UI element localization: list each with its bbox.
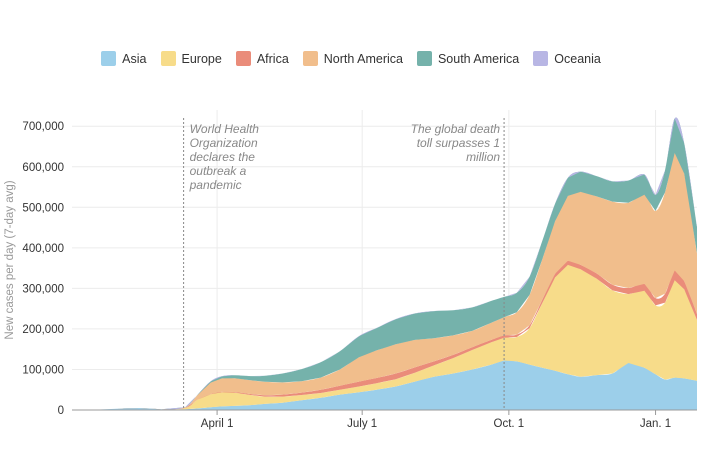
y-tick-label: 300,000 — [22, 283, 64, 295]
x-tick-label: Oct. 1 — [494, 418, 525, 430]
x-tick-label: July 1 — [347, 418, 377, 430]
annotation-text: outbreak a — [190, 164, 247, 178]
y-tick-label: 700,000 — [22, 121, 64, 133]
area-europe — [72, 264, 697, 410]
y-tick-label: 200,000 — [22, 324, 64, 336]
x-tick-label: Jan. 1 — [640, 418, 671, 430]
axes: 0 100,000 200,000 300,000 400,000 500,000 600,… — [22, 121, 697, 430]
area-asia — [72, 360, 697, 410]
legend-swatch — [160, 51, 176, 66]
y-tick-label: 0 — [58, 405, 64, 417]
areas — [72, 117, 697, 411]
legend-label: Asia — [122, 51, 147, 66]
annotation-text: toll surpasses 1 — [417, 136, 500, 150]
area-north-america — [72, 152, 697, 411]
annotation-text: declares the — [190, 150, 256, 164]
legend-swatch — [533, 51, 549, 66]
annotation-text: Organization — [190, 136, 258, 150]
legend-swatch — [101, 51, 117, 66]
legend-item-north-america[interactable]: North America — [302, 51, 403, 66]
y-axis-title: New cases per day (7-day avg) — [4, 180, 16, 339]
y-tick-label: 400,000 — [22, 243, 64, 255]
legend-label: Oceania — [554, 51, 601, 66]
legend: Asia Europe Africa North America South Ameri… — [0, 51, 702, 66]
legend-item-europe[interactable]: Europe — [160, 51, 222, 66]
annotation-text: million — [466, 150, 500, 164]
y-tick-label: 100,000 — [22, 364, 64, 376]
legend-item-oceania[interactable]: Oceania — [533, 51, 601, 66]
annotation-text: World Health — [190, 122, 260, 136]
y-tick-label: 500,000 — [22, 202, 64, 214]
annotation-text: The global death — [411, 122, 501, 136]
legend-label: North America — [323, 51, 403, 66]
legend-item-asia[interactable]: Asia — [101, 51, 147, 66]
y-tick-label: 600,000 — [22, 162, 64, 174]
x-tick-label: April 1 — [201, 418, 234, 430]
legend-swatch — [302, 51, 318, 66]
legend-item-south-america[interactable]: South America — [416, 51, 520, 66]
legend-label: Africa — [256, 51, 289, 66]
legend-label: Europe — [181, 51, 222, 66]
legend-label: South America — [437, 51, 520, 66]
legend-item-africa[interactable]: Africa — [235, 51, 289, 66]
annotation-text: pandemic — [189, 178, 242, 192]
legend-swatch — [416, 51, 432, 66]
area-africa — [72, 260, 697, 410]
legend-swatch — [235, 51, 251, 66]
